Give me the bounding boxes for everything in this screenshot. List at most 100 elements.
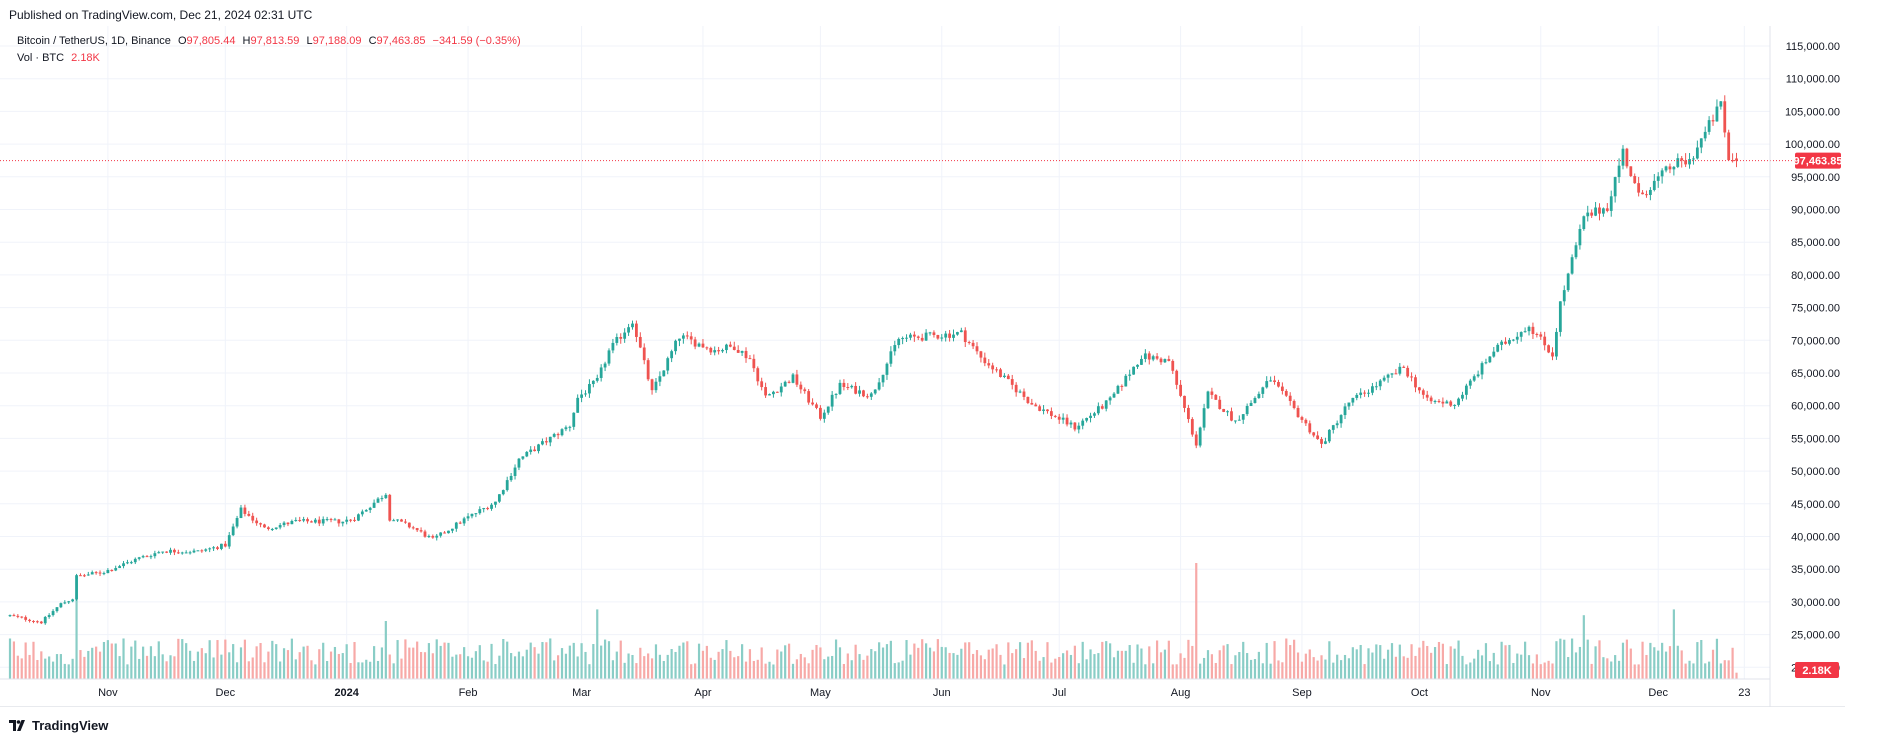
volume-bar: [897, 662, 900, 679]
volume-bar: [149, 646, 153, 679]
volume-bar: [1598, 640, 1601, 679]
candle-body: [223, 543, 227, 547]
candle-body: [717, 350, 721, 352]
candle-body: [635, 323, 638, 337]
candle-body: [1535, 333, 1539, 335]
volume-bar: [1195, 563, 1198, 679]
volume-bar: [580, 643, 583, 679]
candle-body: [227, 535, 231, 547]
price-axis[interactable]: 115,000.00 110,000.00 105,000.00 100,000.00…: [1785, 41, 1840, 674]
candle-body: [924, 332, 928, 341]
candle-body: [1684, 160, 1688, 165]
symbol-label[interactable]: Bitcoin / TetherUS, 1D, Binance: [17, 35, 171, 47]
candle-body: [435, 535, 439, 538]
candle-body: [71, 599, 75, 602]
volume-bar: [1155, 640, 1159, 679]
candle-body: [313, 519, 317, 523]
volume-bar: [549, 638, 552, 679]
candle-body: [259, 523, 262, 525]
volume-bar: [412, 647, 415, 679]
volume-bar: [1242, 641, 1245, 679]
price-tick-label: 80,000.00: [1791, 270, 1840, 282]
candle-body: [1731, 160, 1734, 162]
volume-bar: [1657, 650, 1660, 679]
candle-body: [1155, 356, 1159, 359]
tradingview-logo-icon: [9, 720, 25, 731]
volume-bar: [639, 647, 642, 679]
candle-body: [286, 522, 290, 525]
volume-bar: [1480, 655, 1484, 679]
time-axis[interactable]: Nov Dec 2024 Feb Mar Apr May Jun Jul Aug Sep Oct Nov…: [98, 687, 1750, 699]
candle-body: [772, 391, 775, 395]
candle-body: [1143, 353, 1147, 359]
chart-area[interactable]: 115,000.00 110,000.00 105,000.00 100,000.00…: [0, 26, 1845, 707]
volume-bar: [917, 647, 920, 679]
candle-body: [1668, 166, 1672, 170]
volume-bar: [983, 659, 986, 679]
volume-bar: [842, 663, 845, 679]
candle-body: [79, 575, 82, 577]
volume-bar: [228, 652, 231, 679]
candle-body: [1437, 400, 1441, 402]
volume-bar: [1567, 657, 1570, 679]
candle-body: [1703, 131, 1707, 139]
candle-body: [517, 458, 521, 468]
volume-label[interactable]: Vol · BTC: [17, 52, 65, 64]
candle-body: [1237, 419, 1241, 421]
candle-body: [1625, 148, 1629, 167]
volume-bar: [235, 662, 239, 679]
candle-body: [415, 528, 419, 531]
candle-body: [208, 548, 212, 550]
candle-body: [674, 340, 677, 352]
volume-bar: [1152, 663, 1155, 679]
candle-body: [294, 519, 298, 521]
candle-body: [944, 333, 948, 338]
volume-bar: [1105, 641, 1108, 679]
volume-bar: [102, 641, 106, 679]
price-chart[interactable]: 115,000.00 110,000.00 105,000.00 100,000.00…: [0, 26, 1845, 707]
candle-body: [725, 344, 728, 351]
volume-bar: [1312, 657, 1315, 679]
volume-bar: [455, 654, 458, 679]
candle-body: [936, 334, 940, 339]
volume-bar: [220, 654, 223, 679]
volume-bar: [263, 662, 266, 679]
volume-bar: [1649, 642, 1652, 679]
candle-body: [1363, 392, 1366, 394]
volume-bar: [32, 641, 35, 679]
time-tick-label: Jul: [1052, 687, 1066, 699]
price-tick-label: 105,000.00: [1785, 106, 1840, 118]
candle-body: [642, 347, 646, 361]
volume-bar: [451, 656, 454, 679]
candle-body: [1652, 180, 1656, 190]
candle-body: [826, 406, 830, 413]
volume-bar: [560, 648, 564, 679]
volume-bar: [952, 653, 955, 679]
tradingview-logo[interactable]: TradingView: [9, 718, 108, 733]
candle-body: [1492, 351, 1496, 357]
candle-body: [67, 601, 71, 603]
volume-bar: [1512, 662, 1515, 679]
candle-body: [1508, 339, 1511, 344]
volume-bar: [647, 653, 650, 679]
candle-body: [1735, 158, 1738, 161]
candle-body: [1308, 423, 1312, 433]
candle-body: [1034, 404, 1038, 407]
candle-body: [349, 519, 353, 521]
candle-body: [1253, 398, 1257, 403]
volume-bar: [1433, 647, 1437, 679]
candle-body: [1457, 398, 1460, 405]
candle-body: [905, 337, 908, 339]
candle-body: [1382, 377, 1386, 381]
candle-body: [466, 516, 470, 519]
change-value: −341.59 (−0.35%): [432, 35, 521, 47]
volume-bar: [408, 647, 411, 679]
volume-bar: [701, 650, 705, 679]
volume-bar: [643, 656, 646, 679]
candle-body: [1386, 374, 1390, 378]
volume-bar: [185, 643, 188, 679]
candle-body: [192, 550, 196, 553]
volume-bar: [780, 651, 783, 679]
candle-body: [607, 350, 611, 364]
candle-body: [819, 407, 822, 419]
